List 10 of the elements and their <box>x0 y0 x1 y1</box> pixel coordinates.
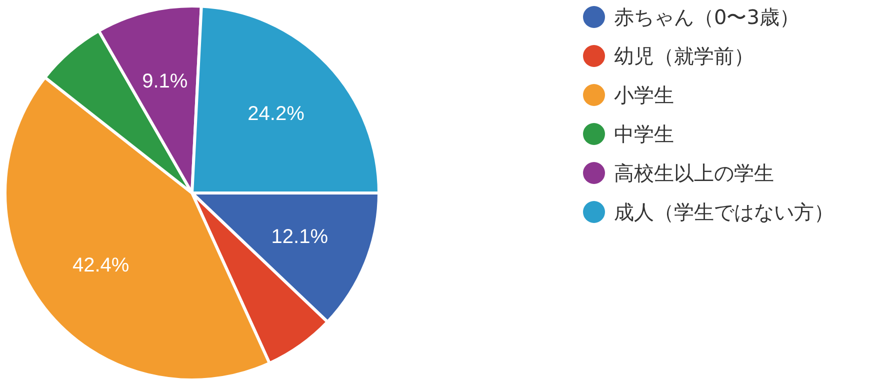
legend-label: 赤ちゃん（0〜3歳） <box>614 5 800 29</box>
legend-label: 中学生 <box>614 122 674 146</box>
legend-label: 高校生以上の学生 <box>614 161 774 185</box>
data-label: 12.1% <box>271 226 328 248</box>
legend-label: 幼児（就学前） <box>614 44 754 68</box>
data-label: 24.2% <box>248 103 305 126</box>
data-label: 9.1% <box>142 70 188 92</box>
data-label: 42.4% <box>72 254 130 277</box>
legend-label: 小学生 <box>614 83 674 107</box>
legend-label: 成人（学生ではない方） <box>614 200 834 224</box>
